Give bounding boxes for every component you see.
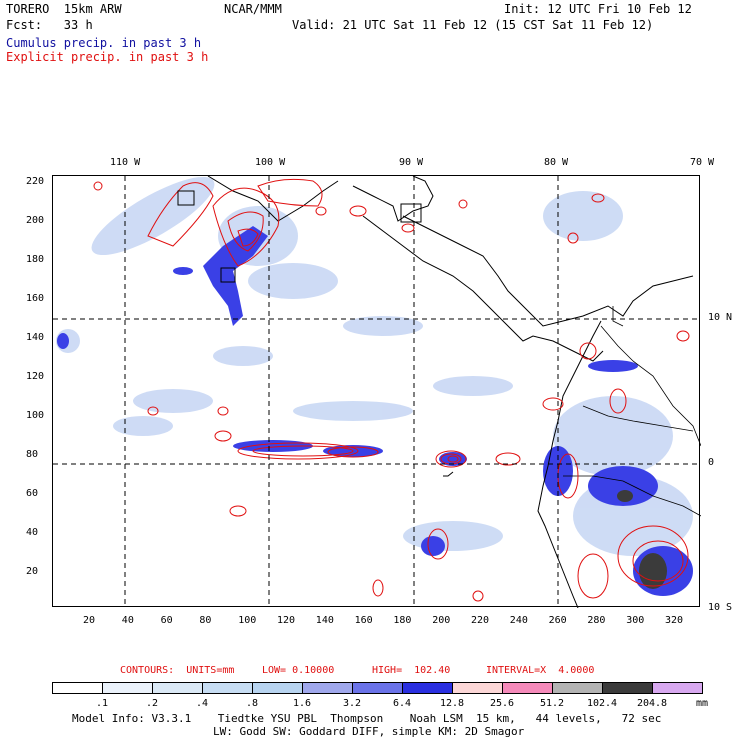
legend-swatch [52, 682, 103, 694]
lon-label: 110 W [110, 157, 141, 168]
y-tick-label: 220 [26, 176, 45, 187]
legend-value: 25.6 [489, 698, 515, 709]
legend-value: .4 [195, 698, 209, 709]
contour-units: CONTOURS: UNITS=mm [120, 665, 235, 676]
legend-swatch [302, 682, 353, 694]
y-tick-label: 40 [26, 527, 39, 538]
x-tick-label: 120 [277, 615, 296, 626]
model-title: TORERO 15km ARW [6, 2, 122, 16]
contour-interval: INTERVAL=X 4.0000 [486, 665, 595, 676]
x-tick-label: 240 [509, 615, 528, 626]
legend-unit: mm [696, 698, 709, 709]
legend-swatch [502, 682, 553, 694]
precip-map [52, 175, 701, 608]
station-markers [177, 190, 422, 283]
legend-value: 204.8 [636, 698, 668, 709]
lat-label: 10 S [708, 602, 733, 613]
legend-swatch [402, 682, 453, 694]
x-tick-label: 200 [432, 615, 451, 626]
forecast-hour: Fcst: 33 h [6, 18, 93, 32]
x-tick-label: 60 [160, 615, 173, 626]
x-tick-label: 220 [471, 615, 490, 626]
x-tick-label: 80 [199, 615, 212, 626]
legend-value: 6.4 [392, 698, 412, 709]
lon-label: 90 W [399, 157, 424, 168]
legend-swatch [552, 682, 603, 694]
init-time: Init: 12 UTC Fri 10 Feb 12 [504, 2, 692, 16]
legend-swatch [602, 682, 653, 694]
explicit-precip-contours [93, 178, 690, 602]
legend-value: 3.2 [342, 698, 362, 709]
legend-swatch [152, 682, 203, 694]
y-tick-label: 20 [26, 566, 39, 577]
x-tick-label: 40 [121, 615, 134, 626]
y-tick-label: 200 [26, 215, 45, 226]
x-tick-label: 160 [354, 615, 373, 626]
organization: NCAR/MMM [224, 2, 282, 16]
lon-label: 70 W [690, 157, 715, 168]
legend-swatch [202, 682, 253, 694]
y-tick-label: 100 [26, 410, 45, 421]
physics-info: LW: Godd SW: Goddard DIFF, simple KM: 2D… [213, 725, 525, 738]
legend-value: 102.4 [586, 698, 618, 709]
model-info: Model Info: V3.3.1 Tiedtke YSU PBL Thomp… [72, 712, 662, 725]
legend-value: 1.6 [292, 698, 312, 709]
legend-value: .2 [145, 698, 159, 709]
legend-swatch [252, 682, 303, 694]
extreme-precip-areas [617, 490, 667, 589]
x-tick-label: 180 [393, 615, 412, 626]
x-tick-label: 100 [238, 615, 257, 626]
graticule [53, 176, 701, 608]
coastlines [207, 176, 694, 608]
x-tick-label: 260 [548, 615, 567, 626]
contour-low: LOW= 0.10000 [262, 665, 335, 676]
lon-label: 80 W [544, 157, 569, 168]
legend-swatch [352, 682, 403, 694]
legend-value: 51.2 [539, 698, 565, 709]
lat-label: 0 [708, 457, 715, 468]
lat-label: 10 N [708, 312, 733, 323]
lon-label: 100 W [255, 157, 286, 168]
x-tick-label: 280 [587, 615, 606, 626]
y-tick-label: 60 [26, 488, 39, 499]
y-tick-label: 160 [26, 293, 45, 304]
x-tick-label: 140 [315, 615, 334, 626]
field-label-explicit: Explicit precip. in past 3 h [6, 50, 209, 64]
y-tick-label: 80 [26, 449, 39, 460]
legend-value: 12.8 [439, 698, 465, 709]
valid-time: Valid: 21 UTC Sat 11 Feb 12 (15 CST Sat … [292, 18, 654, 32]
y-tick-label: 120 [26, 371, 45, 382]
y-tick-label: 180 [26, 254, 45, 265]
map-canvas [53, 176, 701, 608]
x-tick-label: 300 [626, 615, 645, 626]
x-tick-label: 320 [665, 615, 684, 626]
legend-value: .8 [245, 698, 259, 709]
legend-swatch [652, 682, 703, 694]
legend-swatch [102, 682, 153, 694]
x-tick-label: 20 [83, 615, 96, 626]
legend-swatch [452, 682, 503, 694]
field-label-cumulus: Cumulus precip. in past 3 h [6, 36, 202, 50]
country-borders [563, 306, 701, 517]
y-tick-label: 140 [26, 332, 45, 343]
contour-high: HIGH= 102.40 [372, 665, 451, 676]
legend-value: .1 [95, 698, 109, 709]
